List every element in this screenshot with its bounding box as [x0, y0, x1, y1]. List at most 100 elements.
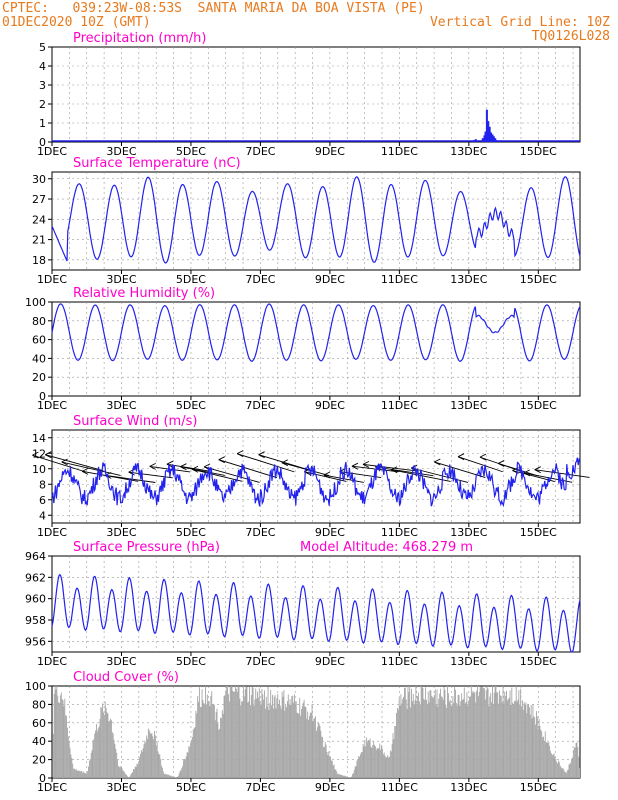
cloud-bar	[117, 759, 119, 778]
cloud-bar	[184, 759, 186, 778]
cloud-bar	[206, 694, 208, 778]
cloud-bar	[515, 686, 517, 778]
cloud-bar	[342, 775, 344, 778]
series-line-pressure	[51, 573, 581, 653]
cloud-bar	[164, 773, 166, 778]
cloud-bar	[66, 716, 67, 778]
cloud-bar	[215, 711, 217, 778]
x-tick-label: 5DEC	[176, 273, 206, 286]
panel-frame-pressure	[51, 555, 581, 653]
cloud-bar	[199, 706, 201, 778]
cloud-bar	[141, 751, 143, 778]
cloud-bar	[436, 689, 438, 778]
cloud-bar	[472, 690, 474, 778]
cloud-bar	[57, 695, 59, 778]
cloud-bar	[304, 706, 306, 778]
cloud-bar	[500, 695, 502, 778]
wind-arrowhead	[351, 462, 359, 470]
cloud-bar	[289, 699, 291, 778]
cloud-bar	[240, 705, 242, 778]
cloud-bar	[205, 686, 207, 778]
x-tick-label: 7DEC	[245, 145, 275, 158]
cloud-bar	[266, 706, 268, 778]
cloud-bar	[309, 712, 311, 778]
cloud-bar	[338, 774, 340, 778]
header-datetime: 01DEC2020 10Z (GMT)	[2, 15, 151, 30]
cloud-bar	[272, 694, 273, 778]
cloud-bar	[133, 769, 135, 778]
cloud-bar	[94, 733, 96, 778]
cloud-bar	[231, 686, 233, 778]
cloud-bar	[333, 764, 335, 778]
cloud-bar	[418, 692, 419, 778]
cloud-bar	[559, 765, 561, 778]
cloud-bar	[550, 753, 552, 778]
wind-arrowhead	[218, 456, 225, 464]
cloud-bar	[440, 688, 441, 778]
cloud-bar	[490, 693, 492, 778]
cloud-bar	[353, 769, 355, 778]
cloud-bar	[280, 708, 282, 778]
cloud-bar	[337, 773, 339, 778]
cloud-bar	[157, 751, 159, 778]
cloud-bar	[209, 706, 211, 778]
cloud-bar	[286, 707, 287, 778]
cloud-bar	[319, 725, 321, 778]
cloud-bar	[63, 706, 65, 778]
cloud-bar	[116, 752, 118, 778]
cloud-bar	[152, 736, 154, 778]
cloud-bar	[189, 747, 191, 778]
cloud-bar	[216, 708, 218, 778]
cloud-bar	[467, 705, 469, 778]
cloud-bar	[531, 718, 533, 778]
cloud-bar	[551, 754, 553, 778]
cloud-bar	[343, 775, 345, 778]
cloud-bar	[468, 700, 470, 778]
cloud-bar	[386, 757, 388, 778]
cloud-bar	[457, 694, 459, 778]
cloud-bar	[262, 694, 264, 778]
cloud-bar	[90, 752, 92, 778]
x-tick-label: 1DEC	[37, 399, 67, 412]
cloud-bar	[312, 721, 314, 778]
cloud-bar	[341, 775, 343, 778]
cloud-bar	[374, 744, 375, 778]
cloud-bar	[294, 694, 295, 778]
panel-title-precip: Precipitation (mm/h)	[73, 31, 206, 46]
cloud-bar	[455, 703, 457, 778]
cloud-bar	[270, 690, 272, 778]
cloud-bar	[148, 730, 150, 778]
cloud-bar	[97, 728, 99, 778]
cloud-bar	[382, 748, 383, 778]
cloud-bar	[87, 771, 89, 778]
cloud-bar	[140, 750, 142, 778]
cloud-bar	[222, 713, 224, 778]
cloud-bar	[495, 686, 497, 778]
cloud-bar	[521, 700, 523, 778]
cloud-bar	[153, 739, 155, 778]
cloud-bar	[308, 715, 310, 778]
cloud-bar	[403, 696, 405, 778]
cloud-bar	[198, 701, 199, 778]
cloud-bar	[259, 701, 261, 778]
cloud-bar	[354, 766, 356, 778]
panel-frame-temp	[51, 171, 581, 271]
cloud-bar	[303, 699, 305, 778]
cloud-bar	[437, 706, 439, 778]
cloud-bar	[115, 748, 117, 778]
cloud-bar	[246, 686, 248, 778]
cloud-bar	[169, 775, 171, 778]
cloud-bar	[393, 738, 395, 778]
cloud-bar	[181, 768, 183, 778]
cloud-bar	[53, 693, 55, 778]
cloud-bar	[233, 691, 235, 778]
cloud-bar	[144, 740, 146, 778]
cloud-bar	[202, 700, 204, 778]
cloud-bar	[460, 701, 462, 778]
cloud-bar	[142, 748, 144, 778]
cloud-bar	[239, 698, 241, 778]
cloud-bar	[505, 696, 507, 778]
cloud-bar	[375, 749, 377, 778]
cloud-bar	[137, 764, 139, 778]
cloud-bar	[285, 703, 287, 778]
